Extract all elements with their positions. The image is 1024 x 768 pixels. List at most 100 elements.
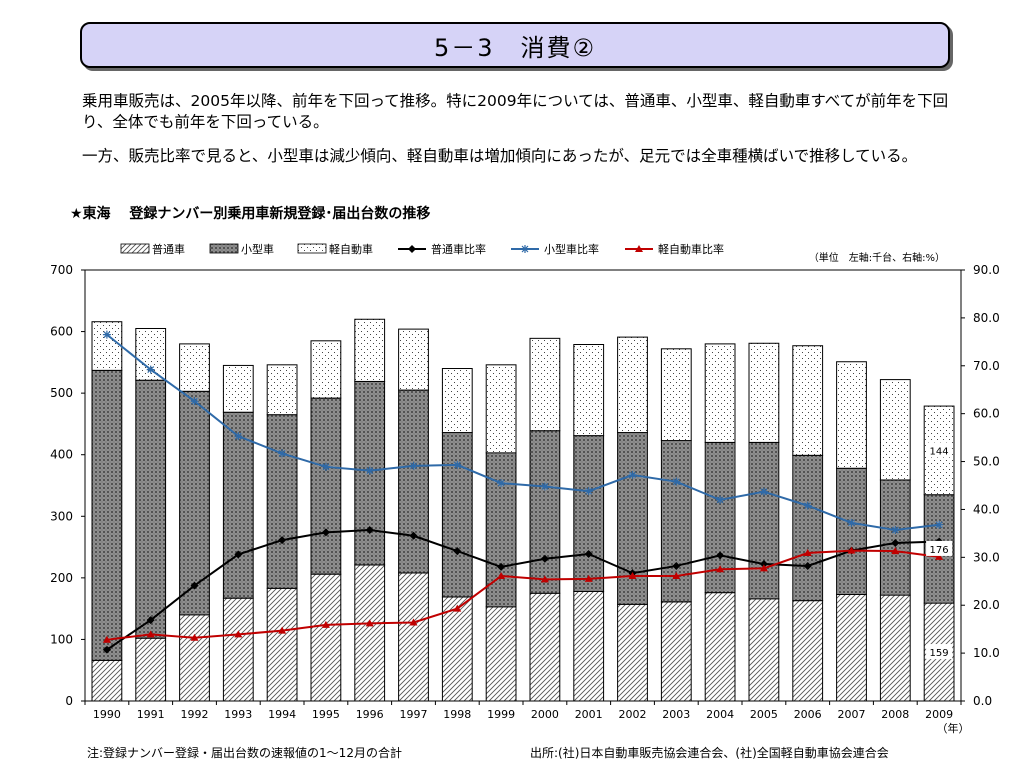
right-axis-tick-label: 50.0: [973, 455, 1000, 469]
point-asterisk: [584, 487, 593, 496]
slide-title: 5－3 消費②: [80, 22, 950, 68]
bar-kogata: [91, 369, 123, 661]
x-axis-tick-label: 2002: [619, 708, 647, 721]
data-label: 176: [930, 545, 949, 556]
point-asterisk: [759, 487, 768, 496]
bar-futsu: [529, 592, 561, 702]
bar-futsu: [792, 600, 824, 702]
left-axis-tick-label: 400: [50, 448, 73, 462]
bar-kei: [792, 345, 824, 456]
right-axis-tick-label: 20.0: [973, 598, 1000, 612]
left-axis-tick-label: 500: [50, 386, 73, 400]
left-axis-tick-label: 0: [65, 694, 73, 708]
unit-note: （単位 左軸:千台、右軸:%）: [809, 251, 945, 264]
bar-futsu: [441, 596, 473, 702]
line-asterisk: [106, 333, 940, 532]
bar-kei: [222, 364, 254, 413]
x-axis-tick-label: 2008: [881, 708, 909, 721]
point-asterisk: [321, 462, 330, 471]
bar-kei: [91, 321, 123, 371]
x-axis-tick-label: 1997: [400, 708, 428, 721]
legend-swatch-futsu: [120, 243, 150, 254]
bar-futsu: [617, 603, 648, 702]
point-triangle: [891, 547, 900, 555]
left-axis-tick-label: 100: [50, 632, 73, 646]
legend-swatch-kogata: [209, 243, 239, 254]
chart-axes: 0 100 200 300 400 500 600 700 0.0 10.0 20.0 30.0 40.…: [50, 251, 1000, 735]
bar-kogata: [529, 430, 561, 594]
point-asterisk: [190, 397, 199, 406]
point-triangle: [453, 604, 462, 612]
legend-label: 軽自動車: [329, 242, 373, 256]
data-label: 144: [930, 446, 949, 457]
x-axis-tick-label: 2007: [838, 708, 866, 721]
legend-label: 普通車: [152, 242, 185, 256]
point-triangle: [584, 574, 593, 582]
x-axis-tick-label: 1998: [443, 708, 471, 721]
bar-futsu: [398, 572, 429, 702]
line-diamond: [106, 529, 940, 651]
point-diamond: [278, 536, 287, 545]
legend-label: 小型車: [241, 242, 274, 256]
point-asterisk: [540, 482, 549, 491]
legend-label: 軽自動車比率: [658, 242, 724, 256]
bar-kogata: [573, 435, 605, 592]
point-asterisk: [453, 460, 462, 469]
point-triangle: [803, 549, 812, 557]
bar-kei: [354, 318, 386, 382]
point-diamond: [409, 531, 418, 540]
summary-paragraph-1: 乗用車販売は、2005年以降、前年を下回って推移。特に2009年については、普通…: [82, 92, 949, 131]
point-asterisk: [672, 477, 681, 486]
bar-kei: [266, 364, 298, 416]
x-axis-tick-label: 1991: [137, 708, 165, 721]
bar-kogata: [310, 397, 342, 575]
bar-kogata: [398, 389, 429, 574]
point-diamond: [453, 547, 462, 556]
point-triangle: [365, 619, 374, 627]
legend-marker-triangle: [635, 245, 643, 252]
point-triangle: [102, 635, 111, 643]
x-axis-tick-label: 2006: [794, 708, 822, 721]
data-label-bg: [926, 540, 953, 556]
bar-kei: [398, 328, 429, 391]
bar-kogata: [266, 414, 298, 589]
chart-heading: ★東海 登録ナンバー別乗用車新規登録･届出台数の推移: [70, 206, 431, 222]
point-diamond: [540, 554, 549, 563]
point-triangle: [935, 552, 944, 560]
point-triangle: [278, 626, 287, 634]
legend-marker-asterisk: [521, 245, 529, 253]
slide-title-text: 5－3 消費②: [433, 33, 597, 62]
point-asterisk: [935, 520, 944, 529]
bar-futsu: [91, 659, 123, 702]
x-axis-tick-label: 2004: [706, 708, 734, 721]
bar-futsu: [354, 564, 386, 702]
bar-kei: [836, 361, 867, 469]
point-asterisk: [146, 365, 155, 374]
line-triangle: [106, 549, 940, 641]
point-triangle: [759, 564, 768, 572]
bar-kei: [704, 343, 736, 443]
point-asterisk: [803, 501, 812, 510]
bar-kei: [748, 342, 780, 443]
x-axis-tick-label: 1994: [268, 708, 296, 721]
x-axis-tick-label: 1995: [312, 708, 340, 721]
point-asterisk: [102, 330, 111, 339]
summary-paragraph-2: 一方、販売比率で見ると、小型車は減少傾向、軽自動車は増加傾向にあったが、足元では…: [82, 147, 918, 165]
point-diamond: [497, 562, 506, 571]
footnote: 注:登録ナンバー登録・届出台数の速報値の1～12月の合計: [87, 746, 402, 760]
right-axis-tick-label: 30.0: [973, 550, 1000, 564]
bar-kogata: [179, 390, 210, 616]
data-label-bg: [926, 442, 953, 458]
point-diamond: [146, 616, 155, 625]
bar-futsu: [135, 637, 167, 702]
point-diamond: [365, 526, 374, 535]
x-axis-unit: （年）: [937, 721, 970, 735]
point-triangle: [628, 572, 637, 580]
point-diamond: [102, 645, 111, 654]
x-axis-tick-label: 2005: [750, 708, 778, 721]
right-axis-tick-label: 90.0: [973, 263, 1000, 277]
point-triangle: [497, 572, 506, 580]
legend-swatch-kei: [297, 243, 327, 254]
point-asterisk: [497, 479, 506, 488]
bar-kogata: [441, 432, 473, 598]
